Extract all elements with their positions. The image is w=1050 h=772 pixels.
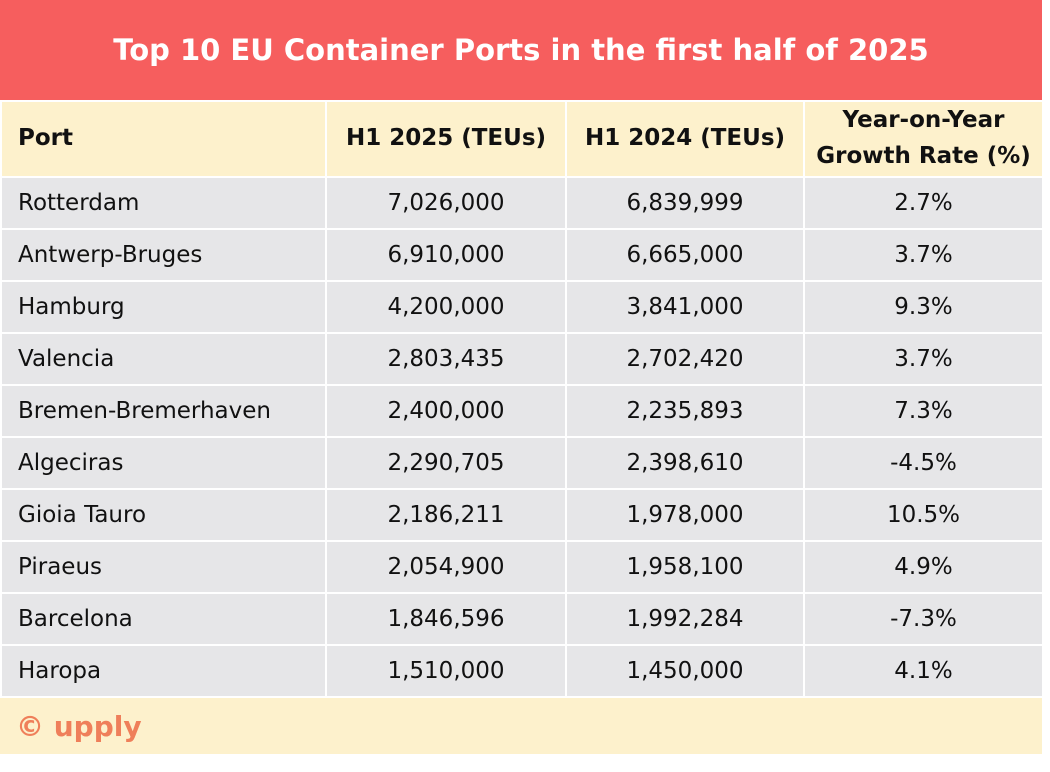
cell: 2,398,610 <box>565 436 805 490</box>
cell: 3.7% <box>803 228 1044 282</box>
table-row: Algeciras 2,290,705 2,398,610 -4.5% <box>0 436 1044 490</box>
table-row: Valencia 2,803,435 2,702,420 3.7% <box>0 332 1044 386</box>
table-row: Gioia Tauro 2,186,211 1,978,000 10.5% <box>0 488 1044 542</box>
ports-table: Port H1 2025 (TEUs) H1 2024 (TEUs) Year-on-… <box>0 100 1044 698</box>
cell: 6,839,999 <box>565 176 805 230</box>
cell: 7.3% <box>803 384 1044 438</box>
cell: 4,200,000 <box>325 280 567 334</box>
cell: -4.5% <box>803 436 1044 490</box>
cell: 3,841,000 <box>565 280 805 334</box>
cell: 3.7% <box>803 332 1044 386</box>
cell: 2,803,435 <box>325 332 567 386</box>
cell: 1,978,000 <box>565 488 805 542</box>
table-row: Haropa 1,510,000 1,450,000 4.1% <box>0 644 1044 698</box>
column-header: Port <box>0 100 327 178</box>
header-row: Port H1 2025 (TEUs) H1 2024 (TEUs) Year-on-… <box>0 100 1044 178</box>
port-name: Bremen-Bremerhaven <box>0 384 327 438</box>
table-row: Antwerp-Bruges 6,910,000 6,665,000 3.7% <box>0 228 1044 282</box>
table-body: Rotterdam 7,026,000 6,839,999 2.7% Antwerp-B… <box>0 176 1044 698</box>
cell: 2,290,705 <box>325 436 567 490</box>
cell: 2,400,000 <box>325 384 567 438</box>
table-row: Bremen-Bremerhaven 2,400,000 2,235,893 7.3% <box>0 384 1044 438</box>
port-name: Antwerp-Bruges <box>0 228 327 282</box>
port-name: Gioia Tauro <box>0 488 327 542</box>
port-name: Piraeus <box>0 540 327 594</box>
cell: 1,958,100 <box>565 540 805 594</box>
port-name: Hamburg <box>0 280 327 334</box>
cell: 2,235,893 <box>565 384 805 438</box>
cell: 1,510,000 <box>325 644 567 698</box>
column-header: H1 2024 (TEUs) <box>565 100 805 178</box>
cell: 7,026,000 <box>325 176 567 230</box>
cell: 2,054,900 <box>325 540 567 594</box>
cell: 4.1% <box>803 644 1044 698</box>
port-name: Algeciras <box>0 436 327 490</box>
table-row: Barcelona 1,846,596 1,992,284 -7.3% <box>0 592 1044 646</box>
cell: 1,450,000 <box>565 644 805 698</box>
cell: 10.5% <box>803 488 1044 542</box>
port-name: Rotterdam <box>0 176 327 230</box>
title: Top 10 EU Container Ports in the first h… <box>0 0 1042 100</box>
cell: 2.7% <box>803 176 1044 230</box>
port-name: Haropa <box>0 644 327 698</box>
column-header: H1 2025 (TEUs) <box>325 100 567 178</box>
port-name: Barcelona <box>0 592 327 646</box>
footer-logo: © upply <box>0 698 1042 754</box>
cell: 4.9% <box>803 540 1044 594</box>
table-row: Piraeus 2,054,900 1,958,100 4.9% <box>0 540 1044 594</box>
cell: 6,665,000 <box>565 228 805 282</box>
port-name: Valencia <box>0 332 327 386</box>
column-header: Year-on-Year Growth Rate (%) <box>803 100 1044 178</box>
cell: 1,992,284 <box>565 592 805 646</box>
cell: 2,186,211 <box>325 488 567 542</box>
cell: 1,846,596 <box>325 592 567 646</box>
cell: 2,702,420 <box>565 332 805 386</box>
table-row: Hamburg 4,200,000 3,841,000 9.3% <box>0 280 1044 334</box>
table-row: Rotterdam 7,026,000 6,839,999 2.7% <box>0 176 1044 230</box>
cell: 9.3% <box>803 280 1044 334</box>
cell: -7.3% <box>803 592 1044 646</box>
cell: 6,910,000 <box>325 228 567 282</box>
